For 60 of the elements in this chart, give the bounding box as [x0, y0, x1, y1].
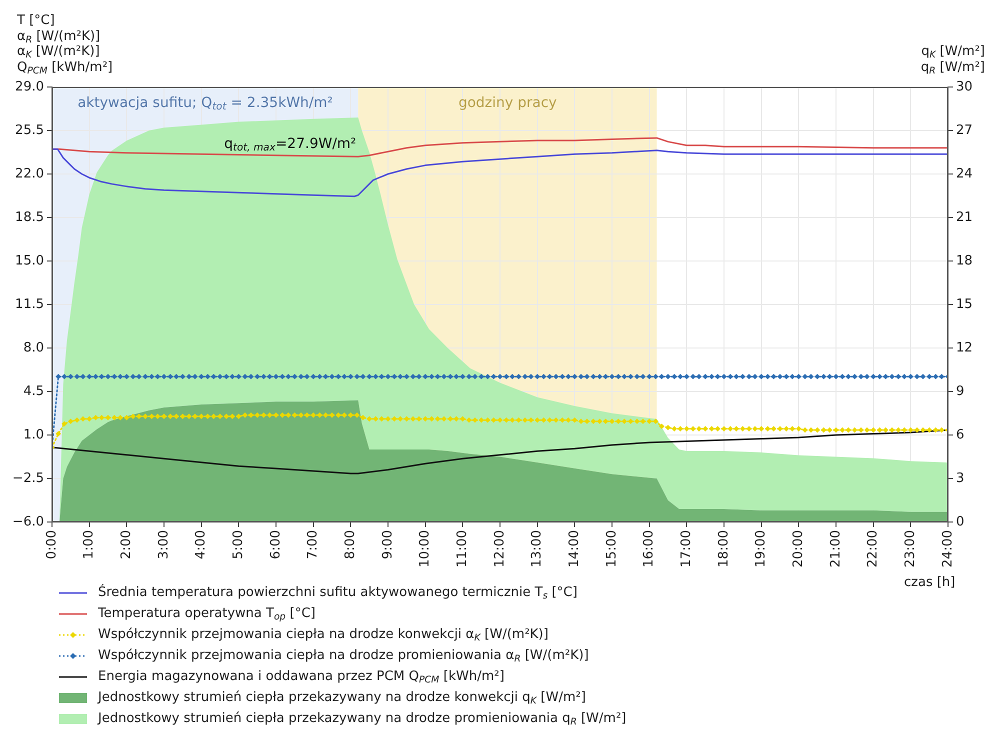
x-tick-label: 10:00	[418, 530, 433, 568]
y2-tick-label: 3	[956, 470, 964, 486]
legend-label: Współczynnik przejmowania ciepła na drodze promieniowania α$_{R}$ [W/(m²K)]	[98, 648, 589, 664]
y-tick-label: −2.5	[12, 470, 44, 486]
y-tick-label: 22.0	[15, 166, 44, 182]
x-tick-label: 14:00	[567, 530, 582, 568]
x-tick-label: 22:00	[866, 530, 881, 568]
y-tick-label: 29.0	[15, 79, 44, 94]
y2-tick-label: 6	[956, 427, 964, 442]
band-label: godziny pracy	[458, 95, 557, 112]
x-tick-label: 9:00	[380, 530, 396, 560]
legend-label: Energia magazynowana i oddawana przez PCM Q$_{PCM}$ [kWh/m²]	[98, 669, 504, 686]
x-tick-label: 0:00	[44, 530, 60, 560]
x-tick-label: 15:00	[604, 530, 620, 568]
x-tick-label: 24:00	[940, 530, 956, 568]
x-tick-label: 4:00	[194, 530, 209, 560]
y-tick-label: 15.0	[15, 253, 44, 268]
y2-axis-title: q$_{K}$ [W/m²] q$_{R}$ [W/m²]	[920, 44, 985, 76]
y-tick-label: 18.5	[15, 210, 44, 225]
y-tick-label: −6.0	[12, 514, 44, 530]
x-axis-title: czas [h]	[904, 575, 956, 590]
x-tick-label: 6:00	[268, 530, 284, 560]
x-tick-label: 12:00	[492, 530, 508, 568]
x-tick-label: 1:00	[82, 530, 97, 560]
legend-label: Współczynnik przejmowania ciepła na drodze konwekcji α$_{K}$ [W/(m²K)]	[98, 627, 548, 644]
legend-label: Temperatura operatywna T$_{op}$ [°C]	[98, 606, 316, 622]
y2-tick-label: 0	[956, 514, 964, 530]
band-label: aktywacja sufitu; Q$_{tot}$ = 2.35kWh/m²	[78, 95, 333, 113]
x-tick-label: 17:00	[679, 530, 694, 568]
y2-tick-label: 15	[956, 296, 973, 312]
legend-label: Jednostkowy strumień ciepła przekazywany na drodze promieniowania q$_{R}$ [W/m²]	[98, 711, 626, 728]
legend-label: Jednostkowy strumień ciepła przekazywany na drodze konwekcji q$_{K}$ [W/m²]	[98, 690, 586, 706]
y2-tick-label: 12	[956, 340, 973, 356]
x-tick-label: 2:00	[119, 530, 134, 560]
legend-label: Średnia temperatura powierzchni sufitu aktywowanego termicznie T$_{s}$ [°C]	[98, 585, 578, 602]
text: T [°C] α$_{R}$ [W/(m²K)] α$_{K}$ [W/(m²K)] Q$_{PCM}$ [kWh/m²]	[17, 13, 113, 76]
y2-tick-label: 30	[956, 79, 973, 94]
x-tick-label: 11:00	[455, 530, 470, 568]
y-tick-label: 11.5	[15, 296, 44, 312]
x-tick-label: 23:00	[903, 530, 918, 568]
x-tick-label: 19:00	[754, 530, 769, 568]
y-tick-label: 8.0	[23, 340, 44, 356]
y2-tick-label: 24	[956, 166, 973, 182]
x-tick-label: 8:00	[343, 530, 358, 560]
y2-tick-label: 27	[956, 122, 973, 138]
y2-tick-label: 18	[956, 253, 973, 268]
y-tick-label: 1.0	[23, 427, 44, 442]
x-tick-label: 21:00	[828, 530, 844, 568]
x-tick-label: 13:00	[530, 530, 545, 568]
x-tick-label: 18:00	[716, 530, 732, 568]
x-tick-label: 7:00	[306, 530, 321, 560]
y-tick-label: 25.5	[15, 122, 44, 138]
x-tick-label: 3:00	[156, 530, 172, 560]
x-tick-label: 20:00	[791, 530, 806, 568]
x-tick-label: 16:00	[642, 530, 657, 568]
y2-tick-label: 9	[956, 384, 964, 399]
y2-tick-label: 21	[956, 210, 973, 225]
y-tick-label: 4.5	[23, 384, 44, 399]
annotation: q$_{tot, max}$=27.9W/m²	[224, 136, 356, 154]
x-tick-label: 5:00	[231, 530, 246, 560]
